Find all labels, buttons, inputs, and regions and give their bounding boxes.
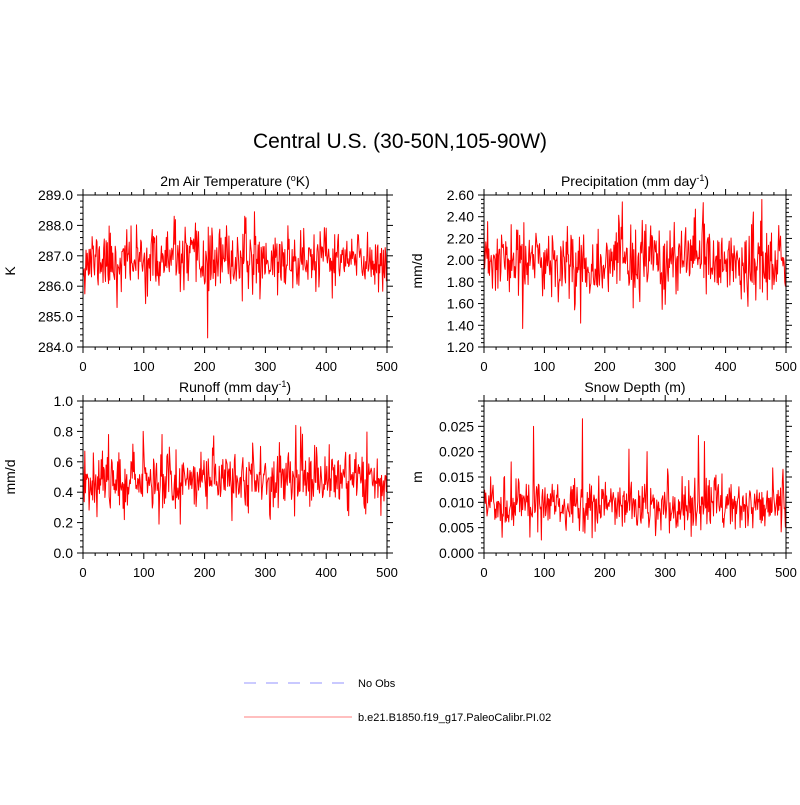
y-tick-label: 1.80 (447, 274, 474, 290)
y-tick-label: 0.005 (439, 520, 474, 536)
legend-label-1: No Obs (358, 678, 396, 690)
y-tick-label: 284.0 (38, 339, 73, 355)
series-line (483, 418, 787, 541)
x-tick-label: 200 (194, 359, 216, 374)
panel-3: 0 100 200 300 400 500 0.0 0.2 0.4 0.6 0.8 1.0 mm/d Ru… (2, 379, 398, 580)
subplot-title-main: Runoff (mm day (179, 379, 278, 395)
x-tick-label: 100 (133, 359, 155, 374)
subplot-title: 2m Air Temperature (oK) (160, 173, 309, 189)
x-tick-label: 300 (654, 565, 676, 580)
y-axis-label: mm/d (2, 460, 18, 495)
y-tick-label: 0.4 (54, 484, 74, 500)
y-tick-label: 2.00 (447, 252, 474, 268)
y-tick-label: 0.015 (439, 469, 474, 485)
y-tick-label: 2.40 (447, 209, 474, 225)
y-tick-label: 285.0 (38, 309, 73, 325)
y-tick-label: 2.20 (447, 230, 474, 246)
x-tick-label: 500 (376, 359, 398, 374)
x-tick-label: 400 (315, 565, 337, 580)
y-tick-label: 0.0 (54, 545, 74, 561)
y-axis-label: m (409, 471, 425, 483)
page-title: Central U.S. (30-50N,105-90W) (252, 130, 548, 153)
x-tick-label: 400 (315, 359, 337, 374)
plot-frame (483, 194, 787, 348)
legend: No Obs b.e21.B1850.f19_g17.PaleoCalibr.PI… (244, 678, 551, 724)
subplot-title-superscript: -1 (278, 379, 286, 389)
x-tick-label: 100 (534, 359, 556, 374)
x-tick-label: 400 (715, 359, 737, 374)
x-tick-label: 500 (775, 359, 797, 374)
series-line (82, 424, 388, 525)
x-tick-label: 0 (79, 565, 86, 580)
panel-1: 0 100 200 300 400 500 284.0 285.0 286.0 287.0 288.… (2, 173, 398, 374)
y-tick-label: 0.025 (439, 418, 474, 434)
y-tick-label: 1.40 (447, 317, 474, 333)
x-tick-label: 200 (594, 359, 616, 374)
y-tick-label: 0.8 (54, 423, 74, 439)
panel-4: 0 100 200 300 400 500 0.000 0.005 0.010 0.015 0.02… (409, 379, 797, 580)
y-tick-label: 0.000 (439, 545, 474, 561)
x-tick-label: 100 (133, 565, 155, 580)
series-line (82, 211, 388, 339)
y-tick-label: 0.010 (439, 494, 474, 510)
subplot-title: Snow Depth (m) (584, 379, 685, 395)
y-tick-label: 1.20 (447, 339, 474, 355)
x-tick-label: 300 (255, 565, 277, 580)
y-tick-label: 0.6 (54, 454, 74, 470)
subplot-title-main: 2m Air Temperature ( (160, 173, 291, 189)
y-tick-label: 0.020 (439, 444, 474, 460)
x-tick-label: 200 (594, 565, 616, 580)
y-tick-label: 2.60 (447, 187, 474, 203)
y-axis-label: K (2, 266, 18, 276)
y-axis-label: mm/d (409, 254, 425, 289)
y-tick-label: 1.60 (447, 296, 474, 312)
y-tick-label: 287.0 (38, 248, 73, 264)
subplot-title-main: Precipitation (mm day (561, 173, 696, 189)
legend-label-2: b.e21.B1850.f19_g17.PaleoCalibr.PI.02 (358, 712, 551, 724)
x-tick-label: 300 (255, 359, 277, 374)
subplot-title-end: ) (704, 173, 709, 189)
x-tick-label: 500 (376, 565, 398, 580)
subplot-title-superscript: -1 (696, 173, 704, 183)
panel-2: 0 100 200 300 400 500 1.20 1.40 1.60 1.80 2.00 2.20… (409, 173, 797, 374)
subplot-title-main: Snow Depth (m) (584, 379, 685, 395)
y-tick-label: 288.0 (38, 217, 73, 233)
x-tick-label: 500 (775, 565, 797, 580)
subplot-title-end: K) (296, 173, 310, 189)
subplot-title: Runoff (mm day-1) (179, 379, 291, 395)
y-tick-label: 289.0 (38, 187, 73, 203)
plot-frame (82, 194, 388, 348)
x-tick-label: 0 (480, 565, 487, 580)
y-tick-label: 1.0 (54, 393, 74, 409)
y-tick-label: 0.2 (54, 515, 74, 531)
x-tick-label: 0 (79, 359, 86, 374)
subplot-title-end: ) (286, 379, 291, 395)
y-tick-label: 286.0 (38, 278, 73, 294)
x-tick-label: 300 (654, 359, 676, 374)
plot-frame (82, 400, 388, 554)
x-tick-label: 0 (480, 359, 487, 374)
x-tick-label: 100 (534, 565, 556, 580)
x-tick-label: 400 (715, 565, 737, 580)
x-tick-label: 200 (194, 565, 216, 580)
subplot-title-superscript: o (291, 173, 296, 183)
subplot-title: Precipitation (mm day-1) (561, 173, 709, 189)
series-line (483, 198, 787, 330)
